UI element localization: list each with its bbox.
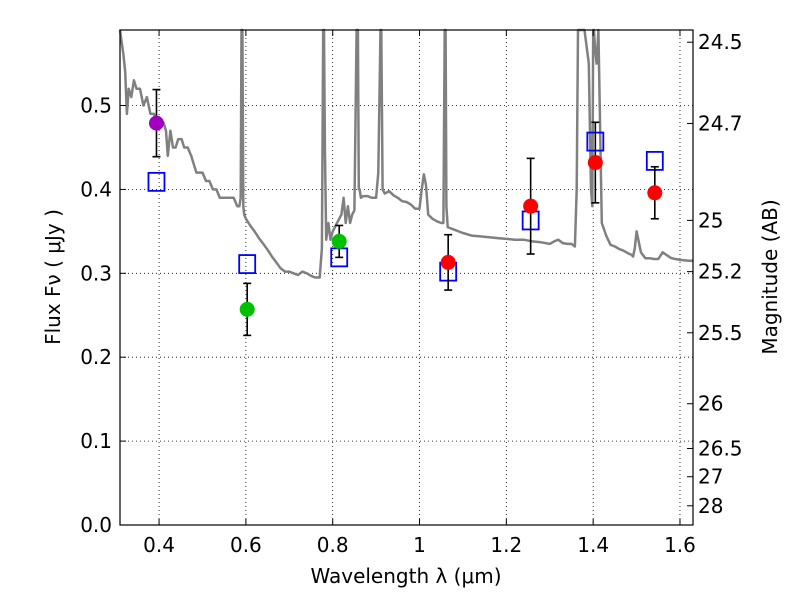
y2-tick-label: 28 <box>698 494 723 518</box>
data-points <box>147 88 664 337</box>
y-tick-label: 0.0 <box>80 513 112 537</box>
y2-tick-label: 25 <box>698 208 723 232</box>
y-tick-label: 0.3 <box>80 261 112 285</box>
model-photometry-marker <box>147 171 166 192</box>
model-spectrum-line <box>118 28 693 279</box>
x-tick-label: 1.2 <box>490 533 522 557</box>
plot-background <box>120 30 693 525</box>
y2-tick-label: 27 <box>698 465 723 489</box>
y2-tick-label: 26 <box>698 392 723 416</box>
x-tick-label: 1 <box>413 533 426 557</box>
y2-tick-label: 24.5 <box>698 30 743 54</box>
y-tick-label: 0.5 <box>80 94 112 118</box>
x-tick-label: 1.6 <box>664 533 696 557</box>
observed-point <box>647 185 663 201</box>
observed-point <box>523 198 539 214</box>
axis-ticks: 0.4 0.6 0.8 1 1.2 1.4 1.6 0.0 0.1 0.2 0.3 0.4 0.5 24.… <box>80 30 743 557</box>
model-spectrum <box>118 28 693 279</box>
y2-tick-label: 25.5 <box>698 321 743 345</box>
y-tick-label: 0.2 <box>80 345 112 369</box>
plot-frame <box>119 29 694 526</box>
x-tick-label: 0.6 <box>230 533 262 557</box>
x-tick-label: 1.4 <box>577 533 609 557</box>
y-axis-label: Flux Fν ( μJy ) <box>41 209 65 345</box>
observed-point <box>148 115 164 131</box>
observed-point <box>440 254 456 270</box>
x-tick-label: 0.8 <box>317 533 349 557</box>
y2-axis-label: Magnitude (AB) <box>758 199 782 354</box>
grid <box>120 30 693 526</box>
observed-point <box>239 301 255 317</box>
y2-tick-label: 25.2 <box>698 260 743 284</box>
x-tick-label: 0.4 <box>143 533 175 557</box>
observed-point <box>587 155 603 171</box>
observed-point <box>331 233 347 249</box>
y2-tick-label: 26.5 <box>698 436 743 460</box>
y-tick-label: 0.4 <box>80 177 112 201</box>
x-axis-label: Wavelength λ (μm) <box>310 564 501 588</box>
y-tick-label: 0.1 <box>80 429 112 453</box>
model-photometry-marker <box>238 254 257 274</box>
y2-tick-label: 24.7 <box>698 111 743 135</box>
